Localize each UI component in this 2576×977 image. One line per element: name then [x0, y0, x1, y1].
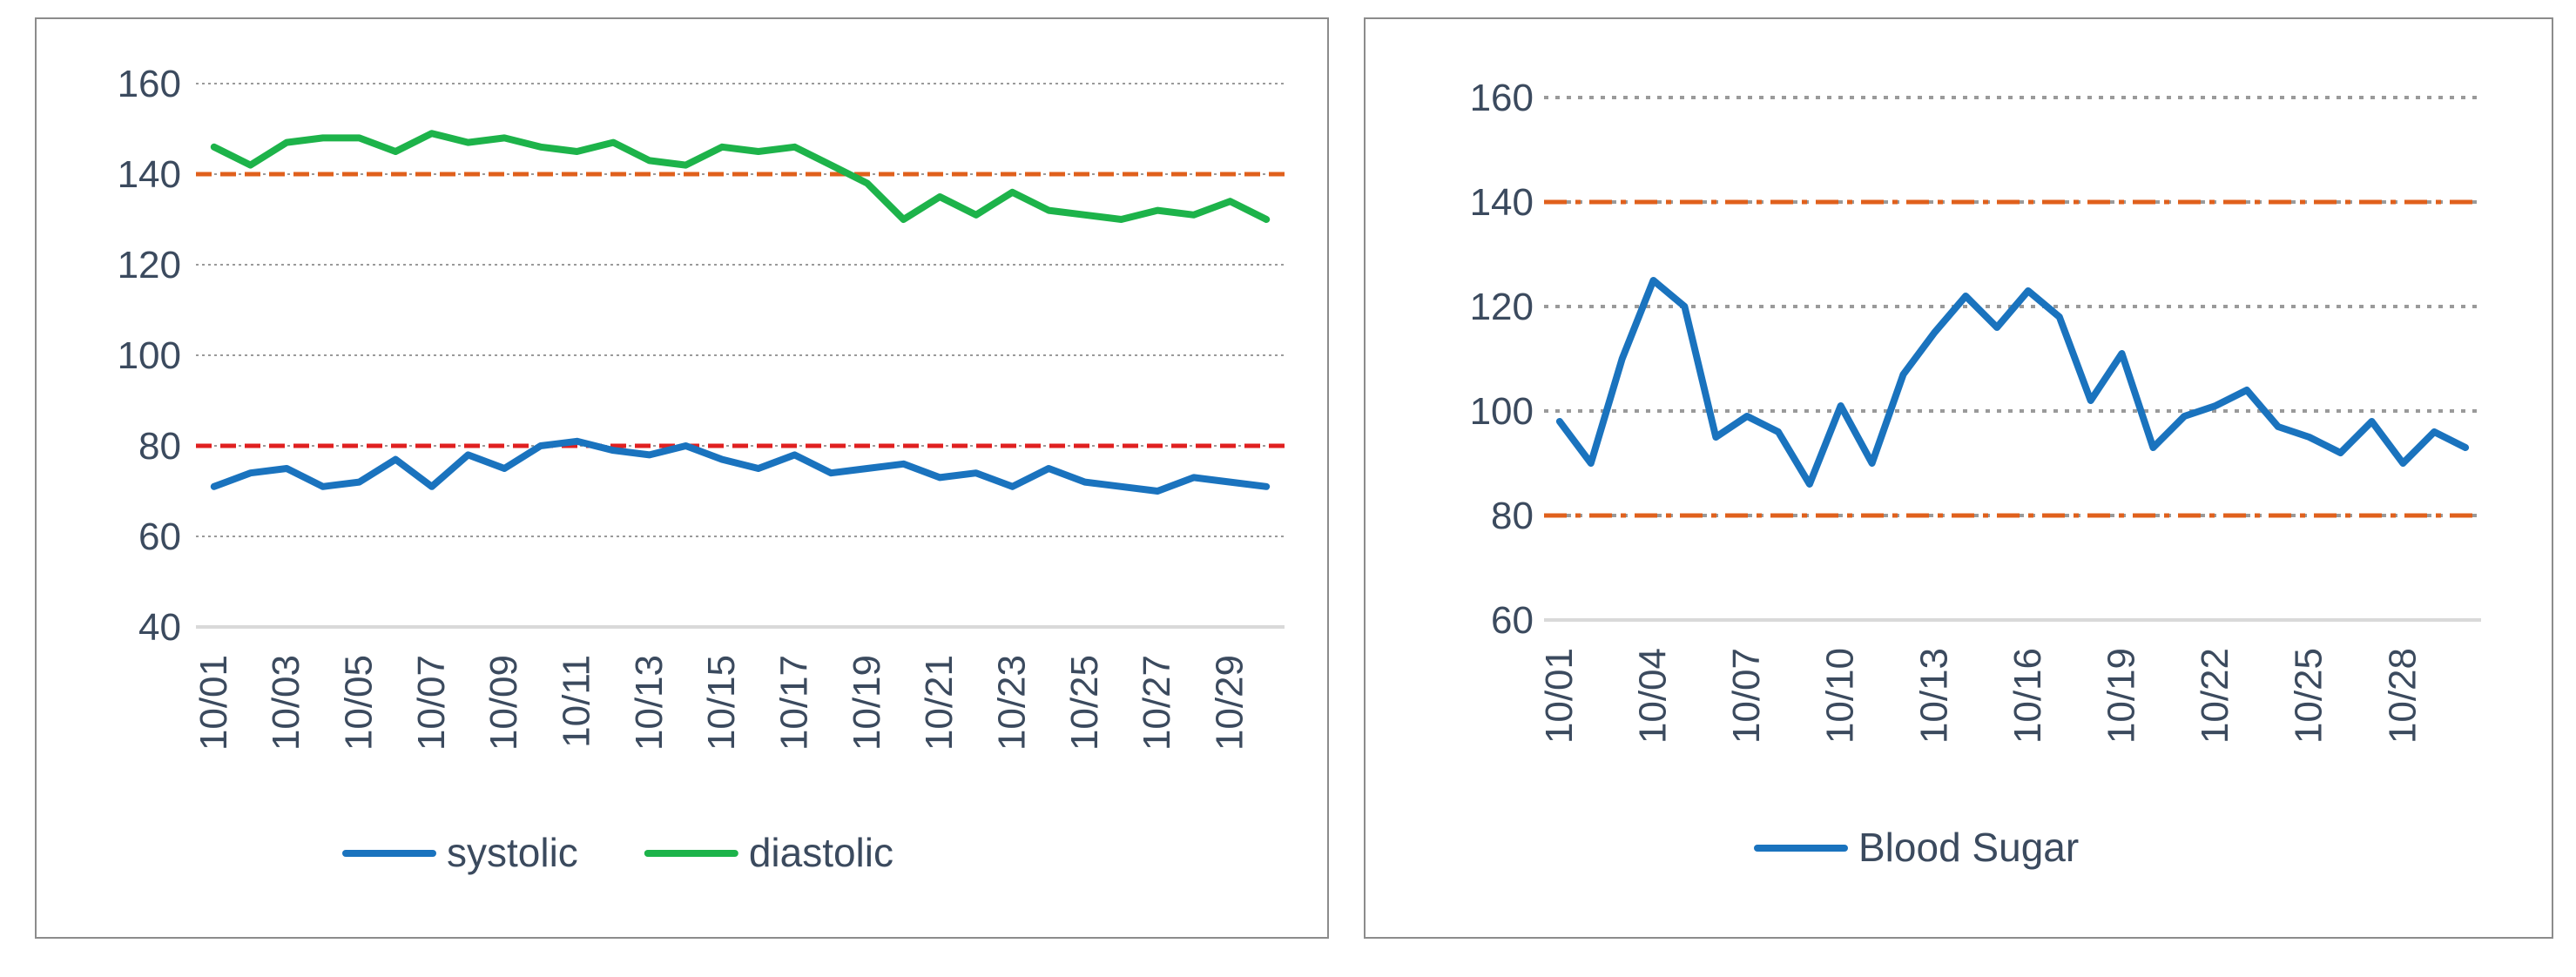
bp-x-tick-label: 10/21 [918, 655, 961, 751]
bp-legend-label-systolic: systolic [447, 830, 578, 875]
bp-x-tick-label: 10/15 [700, 655, 743, 751]
bs-x-tick-label: 10/22 [2194, 648, 2236, 744]
bs-x-tick-label: 10/04 [1632, 648, 1675, 744]
bp-y-tick-label: 80 [138, 425, 181, 468]
bp-chart-panel: 40 60 80 100 120 140 160 10/01 10/03 10/05 10/07 10… [35, 17, 1329, 939]
bp-x-tick-label: 10/23 [991, 655, 1034, 751]
bp-x-tick-label: 10/27 [1136, 655, 1178, 751]
blood-sugar-chart: 60 80 100 120 140 160 10/01 10/04 10/07 10/10 10/1… [1470, 77, 2481, 870]
bs-y-tick-label: 60 [1491, 599, 1534, 642]
bp-y-tick-label: 160 [118, 63, 181, 105]
bs-x-tick-label: 10/19 [2101, 648, 2143, 744]
bp-x-tick-label: 10/11 [556, 655, 598, 748]
bp-y-tick-label: 60 [138, 515, 181, 558]
bs-x-tick-label: 10/07 [1725, 648, 1768, 744]
blood-pressure-chart: 40 60 80 100 120 140 160 10/01 10/03 10/05 10/07 10… [118, 63, 1285, 875]
bs-legend-label-blood-sugar: Blood Sugar [1858, 825, 2079, 870]
bs-x-tick-label: 10/01 [1538, 648, 1581, 744]
bp-series-systolic-line [210, 437, 1271, 495]
bs-x-tick-label: 10/25 [2288, 648, 2330, 744]
bp-x-tick-label: 10/17 [773, 655, 816, 751]
bp-x-tick-label: 10/03 [265, 655, 307, 751]
bp-y-tick-label: 140 [118, 153, 181, 196]
bp-y-tick-label: 40 [138, 606, 181, 649]
bs-y-tick-label: 140 [1470, 181, 1534, 224]
bs-y-tick-label: 160 [1470, 77, 1534, 119]
bs-x-tick-label: 10/16 [2006, 648, 2049, 744]
bp-x-tick-label: 10/09 [482, 655, 525, 751]
bs-x-tick-label: 10/10 [1819, 648, 1862, 744]
bp-x-tick-label: 10/19 [846, 655, 888, 751]
bp-x-tick-label: 10/25 [1063, 655, 1106, 751]
bp-x-tick-label: 10/13 [628, 655, 671, 751]
bp-y-tick-label: 100 [118, 334, 181, 377]
bs-y-tick-label: 120 [1470, 286, 1534, 328]
blood-sugar-chart-panel: 60 80 100 120 140 160 10/01 10/04 10/07 10/10 10/1… [1364, 17, 2553, 939]
bp-x-tick-label: 10/07 [410, 655, 453, 751]
bs-y-tick-label: 80 [1491, 495, 1534, 537]
bs-series-blood-sugar-line [1555, 277, 2470, 488]
bp-legend-label-diastolic: diastolic [749, 830, 894, 875]
bs-y-tick-label: 100 [1470, 390, 1534, 433]
bp-x-tick-label: 10/01 [192, 655, 235, 751]
bp-series-diastolic-line [210, 130, 1271, 223]
bp-x-tick-label: 10/05 [338, 655, 381, 751]
bp-y-tick-label: 120 [118, 244, 181, 286]
bp-x-tick-label: 10/29 [1209, 655, 1251, 751]
bs-x-tick-label: 10/28 [2381, 648, 2424, 744]
bs-x-tick-label: 10/13 [1912, 648, 1955, 744]
